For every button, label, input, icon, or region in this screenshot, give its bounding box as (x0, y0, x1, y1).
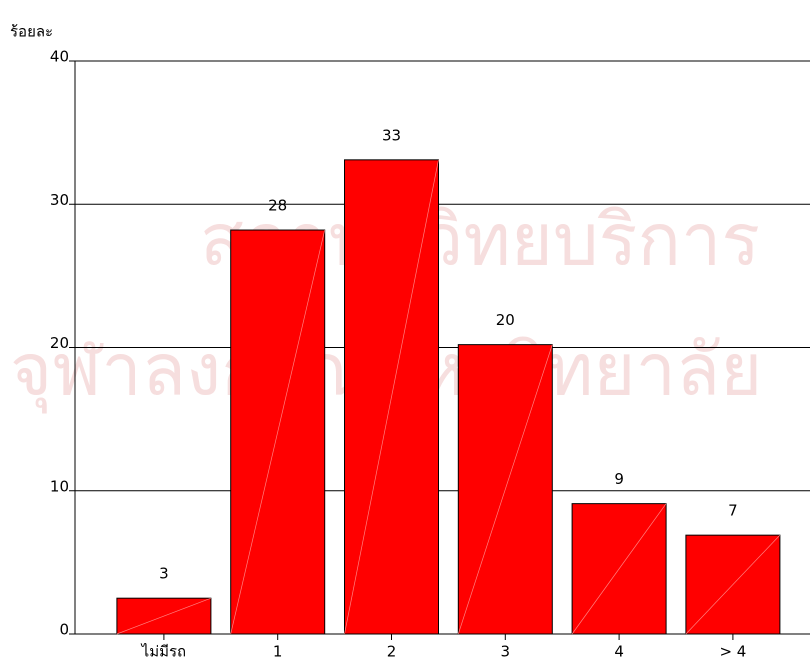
bar-hatch (571, 503, 667, 635)
data-label: 20 (496, 311, 515, 329)
y-tick-label: 10 (50, 477, 69, 495)
data-label: 33 (382, 126, 401, 144)
y-tick-label: 40 (50, 48, 69, 66)
y-tick-label: 20 (50, 334, 69, 352)
bar-hatch (116, 597, 212, 635)
x-tick-label: 3 (501, 643, 511, 661)
data-label: 3 (159, 565, 169, 583)
x-tick-label: 4 (614, 643, 624, 661)
x-tick-label: > 4 (719, 643, 746, 661)
data-label: 7 (728, 502, 738, 520)
y-tick-label: 30 (50, 191, 69, 209)
data-label: 9 (614, 470, 624, 488)
bar-hatch (685, 534, 781, 635)
bar-hatch (457, 344, 553, 635)
y-axis-label: ร้อยละ (10, 23, 53, 41)
x-tick-label: 2 (387, 643, 397, 661)
x-tick-label: 1 (273, 643, 283, 661)
bar-hatch (344, 159, 439, 635)
data-label: 28 (268, 197, 287, 215)
x-tick-label: ไม่มีรถ (141, 643, 186, 661)
bar-hatch (230, 229, 326, 635)
y-tick-label: 0 (59, 621, 69, 639)
